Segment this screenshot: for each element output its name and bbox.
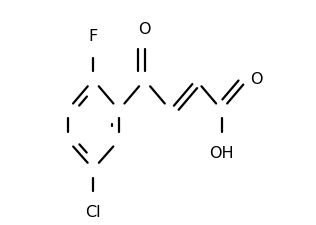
Text: O: O — [138, 22, 151, 37]
Text: F: F — [88, 29, 98, 44]
Text: O: O — [250, 72, 263, 87]
Text: OH: OH — [209, 146, 234, 161]
Text: Cl: Cl — [85, 205, 101, 220]
